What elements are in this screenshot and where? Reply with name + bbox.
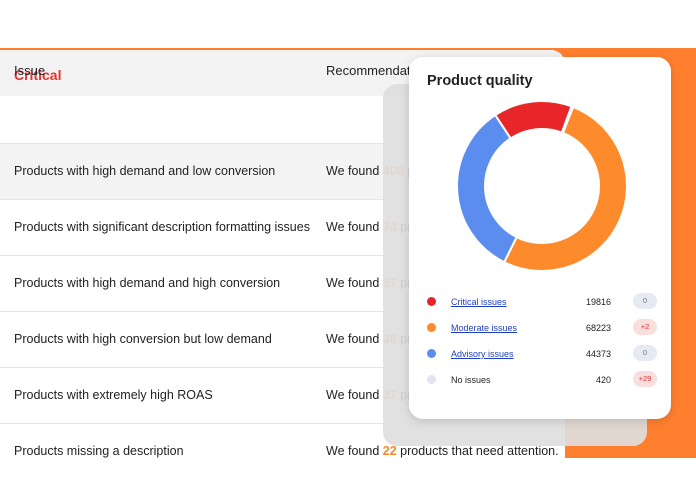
- donut-slice-advisory-issues: [456, 113, 518, 264]
- legend-value: 68223: [585, 323, 611, 333]
- recommendation-prefix: We found: [326, 220, 383, 234]
- donut-slice-critical-issues: [493, 100, 573, 140]
- legend-row: Advisory issues 44373 0: [427, 345, 657, 363]
- legend-row: No issues 420 +29: [427, 371, 657, 389]
- column-header-issue: Issue: [14, 63, 46, 78]
- issue-text: Products with high demand and low conver…: [14, 164, 276, 178]
- recommendation-suffix: products that need attention.: [396, 444, 559, 458]
- section-title: Critical: [14, 67, 62, 83]
- legend-color-dot: [427, 375, 436, 384]
- issue-text: Products with significant description fo…: [14, 220, 310, 234]
- legend-label: No issues: [451, 375, 491, 385]
- change-badge: 0: [633, 293, 657, 309]
- legend-color-dot: [427, 323, 436, 332]
- issue-text: Products with extremely high ROAS: [14, 388, 213, 402]
- donut-slice-moderate-issues: [502, 105, 628, 272]
- recommendation-prefix: We found: [326, 164, 383, 178]
- legend-row: Moderate issues 68223 +2: [427, 319, 657, 337]
- change-badge: 0: [633, 345, 657, 361]
- product-count: 22: [382, 444, 397, 458]
- quality-donut-chart: [456, 100, 628, 272]
- recommendation-prefix: We found: [326, 444, 383, 458]
- legend-value: 19816: [585, 297, 611, 307]
- change-badge: +2: [633, 319, 657, 335]
- recommendation-prefix: We found: [326, 276, 383, 290]
- legend-label[interactable]: Critical issues: [451, 297, 507, 307]
- legend-color-dot: [427, 349, 436, 358]
- recommendation-text: We found 22 products that need attention…: [326, 444, 559, 458]
- issue-text: Products missing a description: [14, 444, 184, 458]
- legend-label[interactable]: Moderate issues: [451, 323, 518, 333]
- issue-text: Products with high conversion but low de…: [14, 332, 272, 346]
- background-top: [0, 0, 696, 48]
- legend-label[interactable]: Advisory issues: [451, 349, 514, 359]
- column-header-recommendation: Recommendation: [326, 63, 428, 78]
- donut-slice-no-issues: [560, 105, 575, 135]
- issue-text: Products with high demand and high conve…: [14, 276, 281, 290]
- card-title: Product quality: [427, 73, 533, 89]
- product-quality-card: Product quality Critical issues 19816 0 Mod…: [409, 57, 671, 419]
- change-badge: +29: [633, 371, 657, 387]
- table-row[interactable]: Products missing a description We found 2…: [0, 423, 565, 480]
- legend-row: Critical issues 19816 0: [427, 293, 657, 311]
- legend-color-dot: [427, 297, 436, 306]
- recommendation-prefix: We found: [326, 332, 383, 346]
- legend-value: 420: [595, 375, 611, 385]
- legend-value: 44373: [585, 349, 611, 359]
- recommendation-prefix: We found: [326, 388, 383, 402]
